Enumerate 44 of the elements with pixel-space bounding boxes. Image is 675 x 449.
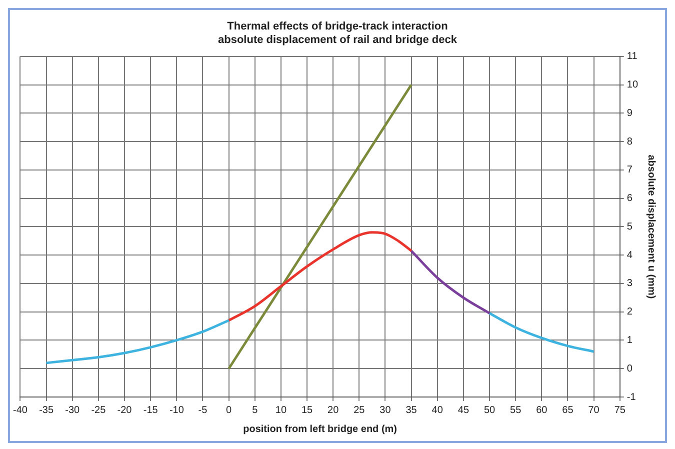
x-tick-label: 30 [380, 404, 392, 416]
x-tick-label: -25 [91, 404, 106, 416]
y-tick-label: 10 [626, 80, 638, 91]
y-tick-label: 6 [626, 193, 633, 204]
y-tick-label: 2 [626, 306, 633, 318]
x-tick-label: 15 [301, 404, 314, 416]
y-tick-label: -1 [626, 392, 636, 403]
x-tick-label: -15 [143, 404, 158, 416]
x-tick-label: 35 [406, 404, 418, 416]
x-tick-label: 60 [536, 404, 548, 416]
x-tick-label: 55 [510, 404, 522, 416]
x-tick-label: 75 [614, 404, 626, 416]
x-tick-label: -10 [169, 404, 184, 416]
line-series [45, 319, 230, 364]
x-tick-label: -40 [13, 404, 28, 416]
line-series [228, 231, 413, 322]
x-tick-label: 50 [484, 404, 496, 416]
x-tick-label: 70 [588, 404, 600, 416]
y-tick-label: 3 [626, 278, 633, 290]
x-tick-label: 40 [432, 404, 444, 416]
x-tick-label: 0 [226, 404, 232, 416]
line-series [410, 250, 491, 315]
x-tick-label: 65 [562, 404, 574, 416]
x-tick-label: -30 [65, 404, 80, 416]
y-tick-label: 4 [626, 250, 633, 261]
x-tick-label: 10 [275, 404, 287, 416]
x-tick-label: 25 [354, 404, 366, 416]
x-tick-label: 45 [458, 404, 470, 416]
x-axis-title: position from left bridge end (m) [243, 424, 397, 435]
x-tick-label: 20 [328, 404, 340, 416]
y-tick-label: 8 [626, 136, 633, 148]
y-tick-label: 7 [626, 164, 633, 176]
y-tick-label: 9 [626, 108, 633, 119]
x-tick-label: 5 [252, 404, 258, 416]
y-tick-label: 0 [626, 363, 633, 374]
y-tick-label: 5 [626, 221, 633, 232]
x-tick-label: -5 [198, 404, 208, 416]
line-series [488, 312, 596, 353]
x-tick-label: -20 [117, 404, 132, 416]
y-axis-title: absolute displacement u (mm) [645, 154, 656, 299]
x-tick-label: -35 [39, 404, 54, 416]
y-tick-label: 11 [626, 51, 638, 62]
y-tick-label: 1 [626, 334, 633, 346]
chart-title: Thermal effects of bridge-track interaction absolute displacement of rail and bridge deck [218, 20, 458, 46]
